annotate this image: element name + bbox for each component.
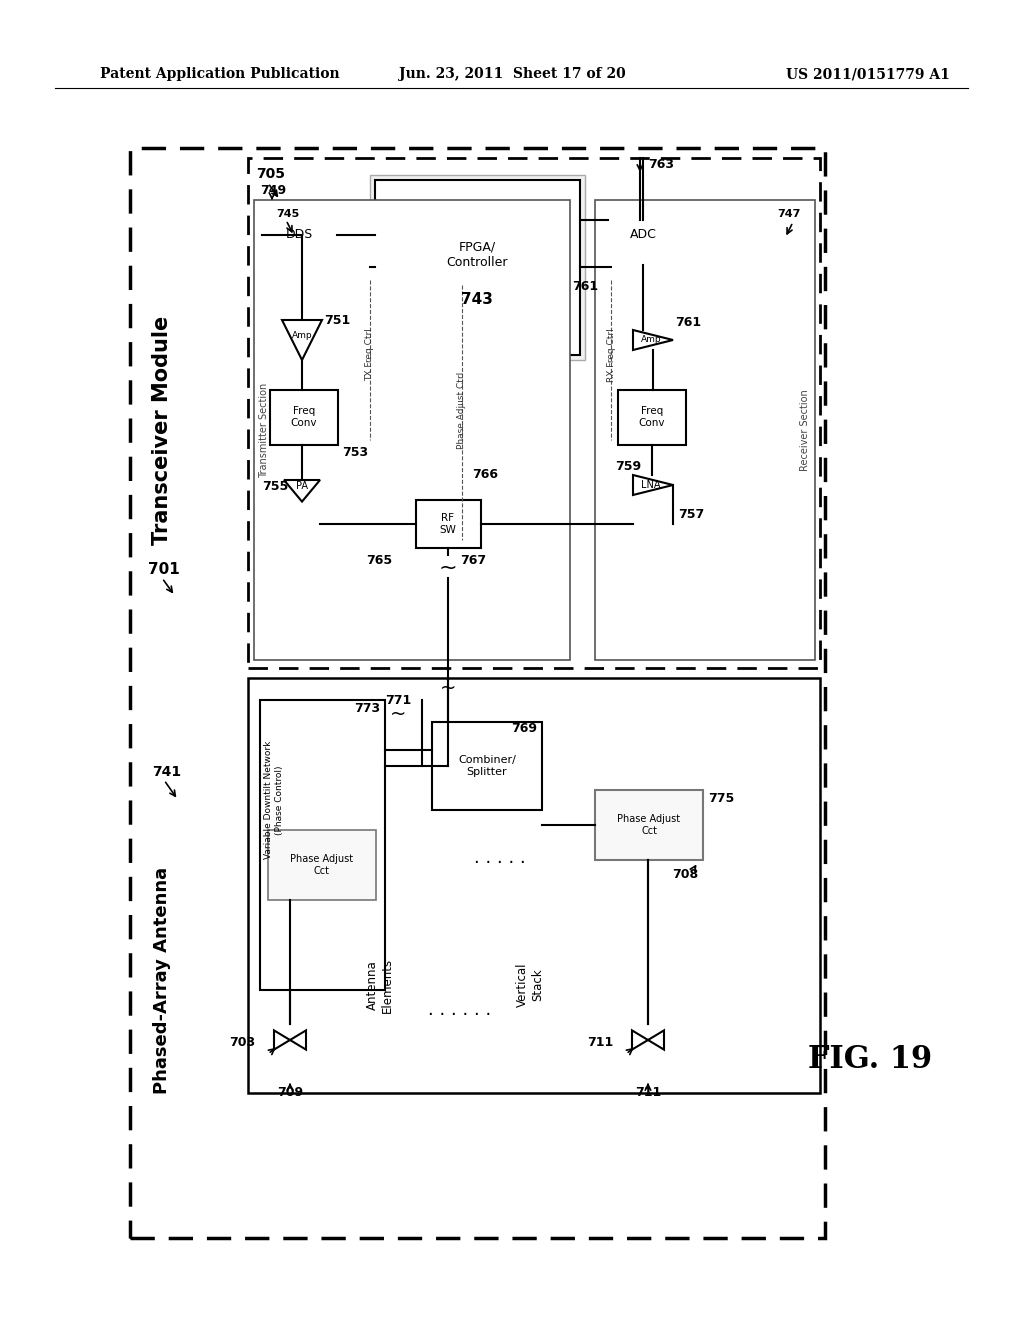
Text: ADC: ADC bbox=[630, 228, 656, 242]
Text: US 2011/0151779 A1: US 2011/0151779 A1 bbox=[786, 67, 950, 81]
Text: 755: 755 bbox=[262, 479, 288, 492]
Text: Amp: Amp bbox=[292, 331, 312, 341]
Text: Receiver Section: Receiver Section bbox=[800, 389, 810, 471]
Text: Phase Adjust
Cct: Phase Adjust Cct bbox=[291, 854, 353, 875]
Bar bbox=[618, 389, 686, 445]
Text: Combiner/
Splitter: Combiner/ Splitter bbox=[458, 755, 516, 776]
Text: 773: 773 bbox=[354, 701, 380, 714]
Text: Phased-Array Antenna: Phased-Array Antenna bbox=[153, 866, 171, 1093]
Text: 767: 767 bbox=[460, 554, 486, 568]
Text: 705: 705 bbox=[256, 168, 285, 181]
Text: Freq
Conv: Freq Conv bbox=[291, 407, 317, 428]
Text: 766: 766 bbox=[472, 469, 498, 482]
Text: RX Freq Ctrl: RX Freq Ctrl bbox=[606, 329, 615, 381]
Text: FPGA/
Controller: FPGA/ Controller bbox=[446, 242, 508, 269]
Text: PA: PA bbox=[296, 480, 308, 491]
Text: 741: 741 bbox=[152, 766, 181, 779]
Text: 757: 757 bbox=[678, 508, 705, 521]
Text: . . . . . .: . . . . . . bbox=[428, 1001, 492, 1019]
Text: Phase Adjust
Cct: Phase Adjust Cct bbox=[617, 814, 681, 836]
Text: TX Freq Ctrl: TX Freq Ctrl bbox=[366, 329, 375, 381]
Text: ~: ~ bbox=[440, 678, 456, 697]
Bar bbox=[248, 158, 820, 668]
Text: Transceiver Module: Transceiver Module bbox=[152, 315, 172, 545]
Polygon shape bbox=[632, 1031, 648, 1049]
Bar bbox=[268, 830, 376, 900]
Bar bbox=[595, 201, 815, 660]
Text: 747: 747 bbox=[777, 209, 801, 219]
Text: FIG. 19: FIG. 19 bbox=[808, 1044, 932, 1076]
Bar bbox=[262, 205, 337, 265]
Bar bbox=[416, 500, 481, 548]
Text: Variable Downtilt Network
(Phase Control): Variable Downtilt Network (Phase Control… bbox=[264, 741, 284, 859]
Polygon shape bbox=[648, 1031, 664, 1049]
Text: 771: 771 bbox=[385, 693, 412, 706]
Polygon shape bbox=[633, 330, 673, 350]
Bar bbox=[130, 148, 825, 1238]
Bar bbox=[270, 389, 338, 445]
Text: 749: 749 bbox=[260, 185, 286, 198]
Text: Antenna
Elements: Antenna Elements bbox=[366, 957, 394, 1012]
Polygon shape bbox=[284, 480, 319, 502]
Text: 753: 753 bbox=[342, 446, 368, 459]
Text: 775: 775 bbox=[708, 792, 734, 804]
Text: Phase Adjust Ctrl: Phase Adjust Ctrl bbox=[458, 371, 467, 449]
Text: Transmitter Section: Transmitter Section bbox=[259, 383, 269, 478]
Text: . . . . .: . . . . . bbox=[474, 849, 526, 867]
Bar bbox=[254, 201, 570, 660]
Text: 759: 759 bbox=[615, 461, 641, 474]
Text: Jun. 23, 2011  Sheet 17 of 20: Jun. 23, 2011 Sheet 17 of 20 bbox=[398, 67, 626, 81]
Text: 765: 765 bbox=[366, 553, 392, 566]
Text: Freq
Conv: Freq Conv bbox=[639, 407, 666, 428]
Polygon shape bbox=[282, 319, 322, 360]
Text: 709: 709 bbox=[276, 1085, 303, 1098]
Text: 703: 703 bbox=[229, 1035, 255, 1048]
Text: DDS: DDS bbox=[286, 228, 312, 242]
Polygon shape bbox=[290, 1031, 306, 1049]
Bar bbox=[248, 678, 820, 1093]
Text: 711: 711 bbox=[635, 1085, 662, 1098]
Text: Patent Application Publication: Patent Application Publication bbox=[100, 67, 340, 81]
Text: 763: 763 bbox=[648, 157, 674, 170]
Text: RF
SW: RF SW bbox=[439, 513, 457, 535]
Bar bbox=[608, 205, 678, 265]
Text: 745: 745 bbox=[276, 209, 299, 219]
Text: Vertical
Stack: Vertical Stack bbox=[516, 962, 544, 1007]
Text: Amp: Amp bbox=[641, 335, 662, 345]
Text: 708: 708 bbox=[672, 867, 698, 880]
Bar bbox=[595, 789, 703, 861]
Text: LNA: LNA bbox=[641, 480, 660, 490]
Text: 743: 743 bbox=[461, 293, 493, 308]
Text: 761: 761 bbox=[675, 315, 701, 329]
Text: ~: ~ bbox=[438, 558, 458, 578]
Polygon shape bbox=[633, 475, 673, 495]
Text: 761: 761 bbox=[571, 280, 598, 293]
Text: 769: 769 bbox=[511, 722, 537, 734]
Bar bbox=[370, 176, 585, 360]
Bar bbox=[432, 722, 542, 810]
Text: ~: ~ bbox=[390, 705, 407, 723]
Text: 701: 701 bbox=[148, 562, 180, 578]
Polygon shape bbox=[274, 1031, 290, 1049]
Bar bbox=[375, 180, 580, 355]
Bar bbox=[260, 700, 385, 990]
Text: 711: 711 bbox=[587, 1035, 613, 1048]
Text: 751: 751 bbox=[324, 314, 350, 326]
